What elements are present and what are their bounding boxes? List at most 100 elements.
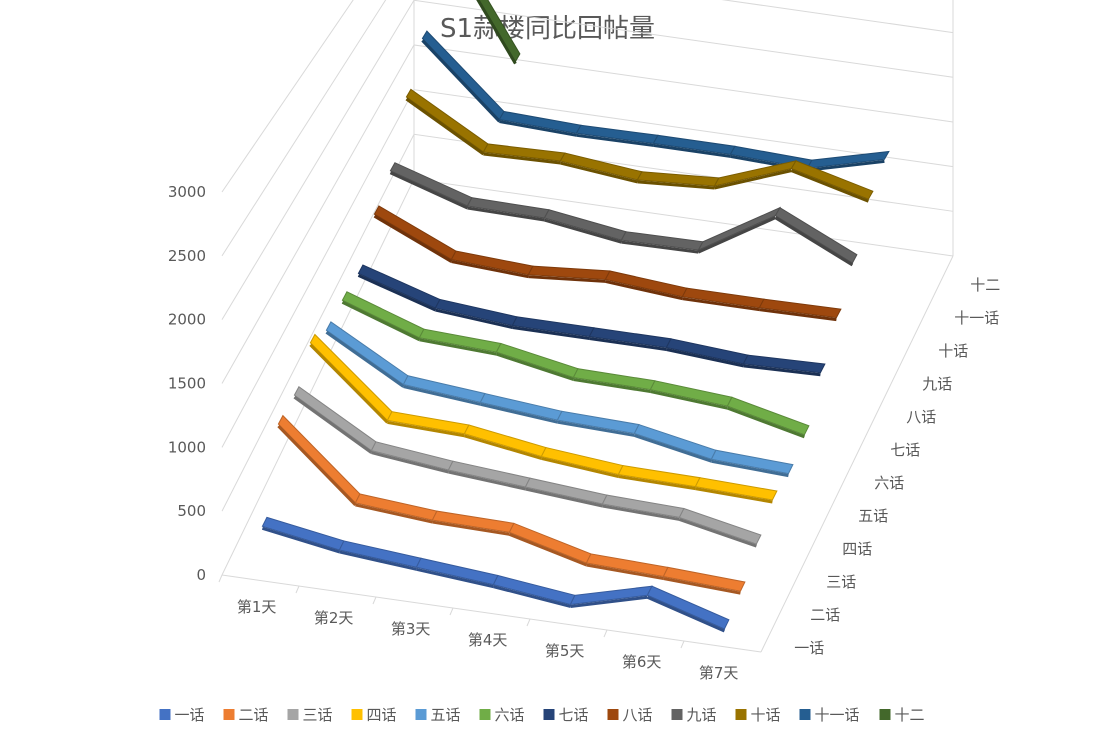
depth-tick-label: 六话 [874, 474, 904, 492]
series-segment-edge [650, 390, 728, 410]
legend-label: 十一话 [815, 706, 860, 724]
series-segment-edge [646, 595, 726, 633]
series-segment-edge [341, 300, 421, 342]
series-segment-edge [483, 152, 561, 165]
series-segment-edge [759, 308, 837, 322]
depth-tick-label: 七话 [890, 441, 920, 459]
series-segment [790, 160, 874, 200]
series-segment-edge [543, 218, 622, 244]
y-tick-label: 3000 [168, 183, 206, 201]
series-segment-edge [387, 420, 465, 438]
series-segment-edge [432, 520, 510, 536]
x-tick-mark [680, 640, 685, 649]
series-line [309, 333, 778, 504]
series-segment-edge [557, 420, 635, 437]
y-tick-label: 1500 [168, 375, 206, 393]
series-segment-edge [508, 532, 587, 567]
series-segment [261, 516, 345, 551]
series-segment [726, 396, 810, 436]
series-segment-edge [573, 377, 651, 394]
series-segment-edge [261, 526, 340, 554]
series-line [405, 88, 874, 203]
legend-item: 一话 [159, 706, 205, 724]
legend-label: 十二 [895, 706, 925, 724]
y-tick-label: 0 [196, 566, 206, 584]
series-line [357, 264, 826, 377]
legend-item: 三话 [287, 706, 333, 724]
series-segment-edge [309, 343, 389, 424]
series-segment-edge [277, 425, 357, 506]
depth-tick-label: 十二 [970, 276, 1000, 294]
series-line [476, 0, 521, 65]
series-segment [646, 585, 730, 630]
series-segment [678, 507, 762, 545]
legend-item: 十话 [735, 706, 781, 724]
series-line [421, 30, 890, 172]
series-segment [508, 522, 592, 564]
series-segment-edge [355, 503, 433, 524]
x-tick-label: 第2天 [314, 609, 354, 627]
series-segment-edge [419, 338, 497, 356]
depth-tick-label: 十一话 [954, 309, 999, 327]
legend-swatch [879, 709, 891, 720]
series-segment-edge [528, 275, 606, 283]
series-segment [633, 423, 717, 460]
series-segment-edge [525, 487, 603, 508]
x-tick-label: 第4天 [468, 631, 508, 649]
series-segment [373, 205, 457, 261]
series-segment-edge [405, 97, 485, 156]
legend-label: 五话 [431, 706, 461, 724]
gridline [221, 89, 954, 448]
series-segment-edge [451, 260, 529, 279]
series-segment-edge [493, 585, 571, 608]
series-segment-edge [576, 133, 654, 147]
series-segment-edge [421, 39, 501, 123]
x-axis-line [221, 574, 762, 653]
legend-label: 三话 [303, 706, 333, 724]
legend-item: 九话 [671, 706, 717, 724]
legend-swatch [735, 709, 747, 720]
x-tick-mark [603, 629, 608, 638]
legend-label: 七话 [559, 706, 589, 724]
series-group [261, 0, 890, 633]
series-segment [806, 150, 890, 169]
series-line [325, 321, 794, 478]
series-segment-edge [480, 402, 558, 424]
series-segment-edge [403, 385, 481, 406]
series-segment-edge [726, 406, 805, 439]
series-segment-edge [325, 331, 405, 388]
y-tick-label: 2500 [168, 247, 206, 265]
series-segment [758, 298, 842, 319]
series-segment-edge [448, 470, 526, 491]
series-line [389, 162, 858, 267]
x-tick-label: 第5天 [545, 642, 585, 660]
legend-swatch [671, 709, 683, 720]
series-segment [742, 354, 826, 374]
series-segment-edge [499, 119, 577, 137]
series-segment-edge [586, 563, 664, 580]
legend-swatch [351, 709, 363, 720]
legend-label: 八话 [623, 706, 653, 724]
x-tick-mark [218, 574, 223, 583]
series-segment-edge [605, 279, 683, 301]
series-segment-edge [467, 206, 545, 222]
series-segment-edge [697, 216, 777, 254]
legend-item: 六话 [479, 706, 525, 724]
x-tick-mark [295, 585, 300, 594]
depth-tick-label: 二话 [810, 606, 840, 624]
series-segment-edge [371, 451, 449, 474]
series-segment-edge [602, 504, 680, 521]
series-segment-edge [714, 169, 792, 190]
depth-tick-label: 一话 [794, 639, 824, 657]
series-segment-edge [663, 577, 741, 595]
series-segment-edge [512, 326, 590, 340]
series-segment [662, 566, 746, 592]
gridline [221, 0, 954, 257]
legend-swatch [799, 709, 811, 720]
legend-swatch [479, 709, 491, 720]
series-segment-edge [774, 216, 854, 267]
gridlines [221, 0, 954, 576]
series-line [261, 516, 730, 633]
gridline [221, 0, 354, 193]
legend-label: 九话 [687, 706, 717, 724]
